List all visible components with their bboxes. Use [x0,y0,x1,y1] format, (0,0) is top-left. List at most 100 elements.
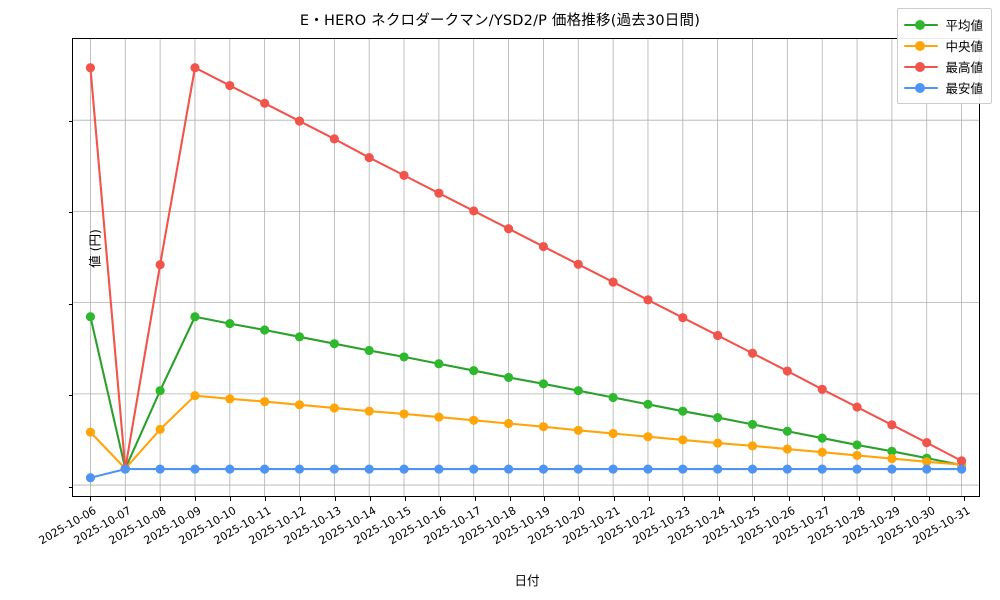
data-point [782,426,792,436]
y-axis-tick-mark [68,487,73,488]
data-point [608,392,618,403]
data-point [190,464,200,474]
series-line-0 [89,315,963,470]
x-axis-tick-mark [439,496,441,501]
data-point [329,403,339,413]
x-axis-tick-mark [369,496,371,501]
data-point [747,348,758,358]
data-point [817,433,827,443]
legend-item-3[interactable]: 最安値 [904,77,983,98]
data-point [399,464,409,474]
y-axis-tick-mark [68,120,73,122]
data-point [294,332,305,342]
series-line-3 [89,468,963,479]
data-point [782,464,792,474]
legend-swatch-icon [904,82,939,94]
data-point [260,98,270,108]
x-axis-tick-mark [614,496,616,501]
x-axis-tick-mark [474,496,476,501]
x-axis-tick-mark [788,496,790,501]
grid-layer [73,39,979,496]
x-axis-label: 日付 [514,573,540,588]
x-axis-tick-mark [509,496,511,501]
data-point [190,312,200,322]
x-axis-tick-mark [334,496,336,501]
data-point [573,425,583,435]
data-point [608,428,618,439]
data-point [364,345,374,356]
x-axis-tick-mark [963,496,965,501]
x-axis-tick-mark [579,496,581,501]
legend-swatch-icon [904,61,939,73]
data-point [573,386,583,396]
data-point [538,464,549,474]
x-axis-tick-mark [125,496,127,501]
data-point [294,116,305,126]
data-point [155,464,165,474]
x-axis-tick-mark [684,496,686,501]
data-point [782,444,792,454]
data-point [887,446,897,456]
x-axis-tick-mark [719,496,721,501]
legend-label: 平均値 [945,18,983,33]
data-point [643,399,653,409]
data-point [713,330,723,341]
data-point [782,366,792,376]
x-axis-tick-mark [893,496,895,501]
data-point [225,464,235,474]
data-point [260,325,270,335]
x-axis-tick-mark [265,496,267,501]
chart-legend: 平均値中央値最高値 最安値 [897,8,992,104]
data-point [190,391,200,401]
data-point [887,454,897,464]
data-point [678,313,688,323]
data-point [294,400,305,410]
data-point [538,379,549,389]
legend-item-1[interactable]: 中央値 [904,35,983,56]
data-point [922,438,932,448]
data-point [887,420,897,430]
data-point [713,412,723,423]
data-point [608,277,618,287]
legend-swatch-icon [904,40,939,52]
data-point [852,464,862,474]
x-axis-tick-mark [858,496,860,501]
data-point [817,464,827,474]
data-point [922,457,932,467]
series-layer [85,63,967,483]
data-point [85,63,96,73]
chart-title: E・HERO ネクロダークマン/YSD2/P 価格推移(過去30日間) [299,13,701,29]
data-point [434,188,444,198]
x-axis-tick-mark [160,496,162,501]
data-point [747,441,758,451]
data-point [817,447,827,457]
legend-item-2[interactable]: 最高値 [904,56,983,77]
data-point [294,464,305,474]
data-point [643,464,653,474]
data-point [434,359,444,369]
data-point [503,418,514,429]
data-point [503,372,514,382]
y-axis-tick-mark [68,303,73,305]
data-point [364,464,374,474]
data-point [329,464,339,474]
data-point [190,63,200,73]
legend-label: 中央値 [945,39,983,54]
x-axis-tick-mark [544,496,546,501]
data-point [608,464,618,474]
data-point [120,464,130,474]
data-point [678,464,688,474]
legend-item-0[interactable]: 平均値 [904,14,983,35]
data-point [225,80,235,91]
data-point [678,406,688,416]
data-point [538,422,549,432]
x-axis-tick-mark [649,496,651,501]
x-axis-tick-mark [404,496,406,501]
data-point [225,394,235,404]
data-point [573,259,583,269]
x-axis-tick-mark [230,496,232,501]
data-point [747,419,758,429]
data-point [364,153,374,163]
series-line-1 [89,394,963,470]
